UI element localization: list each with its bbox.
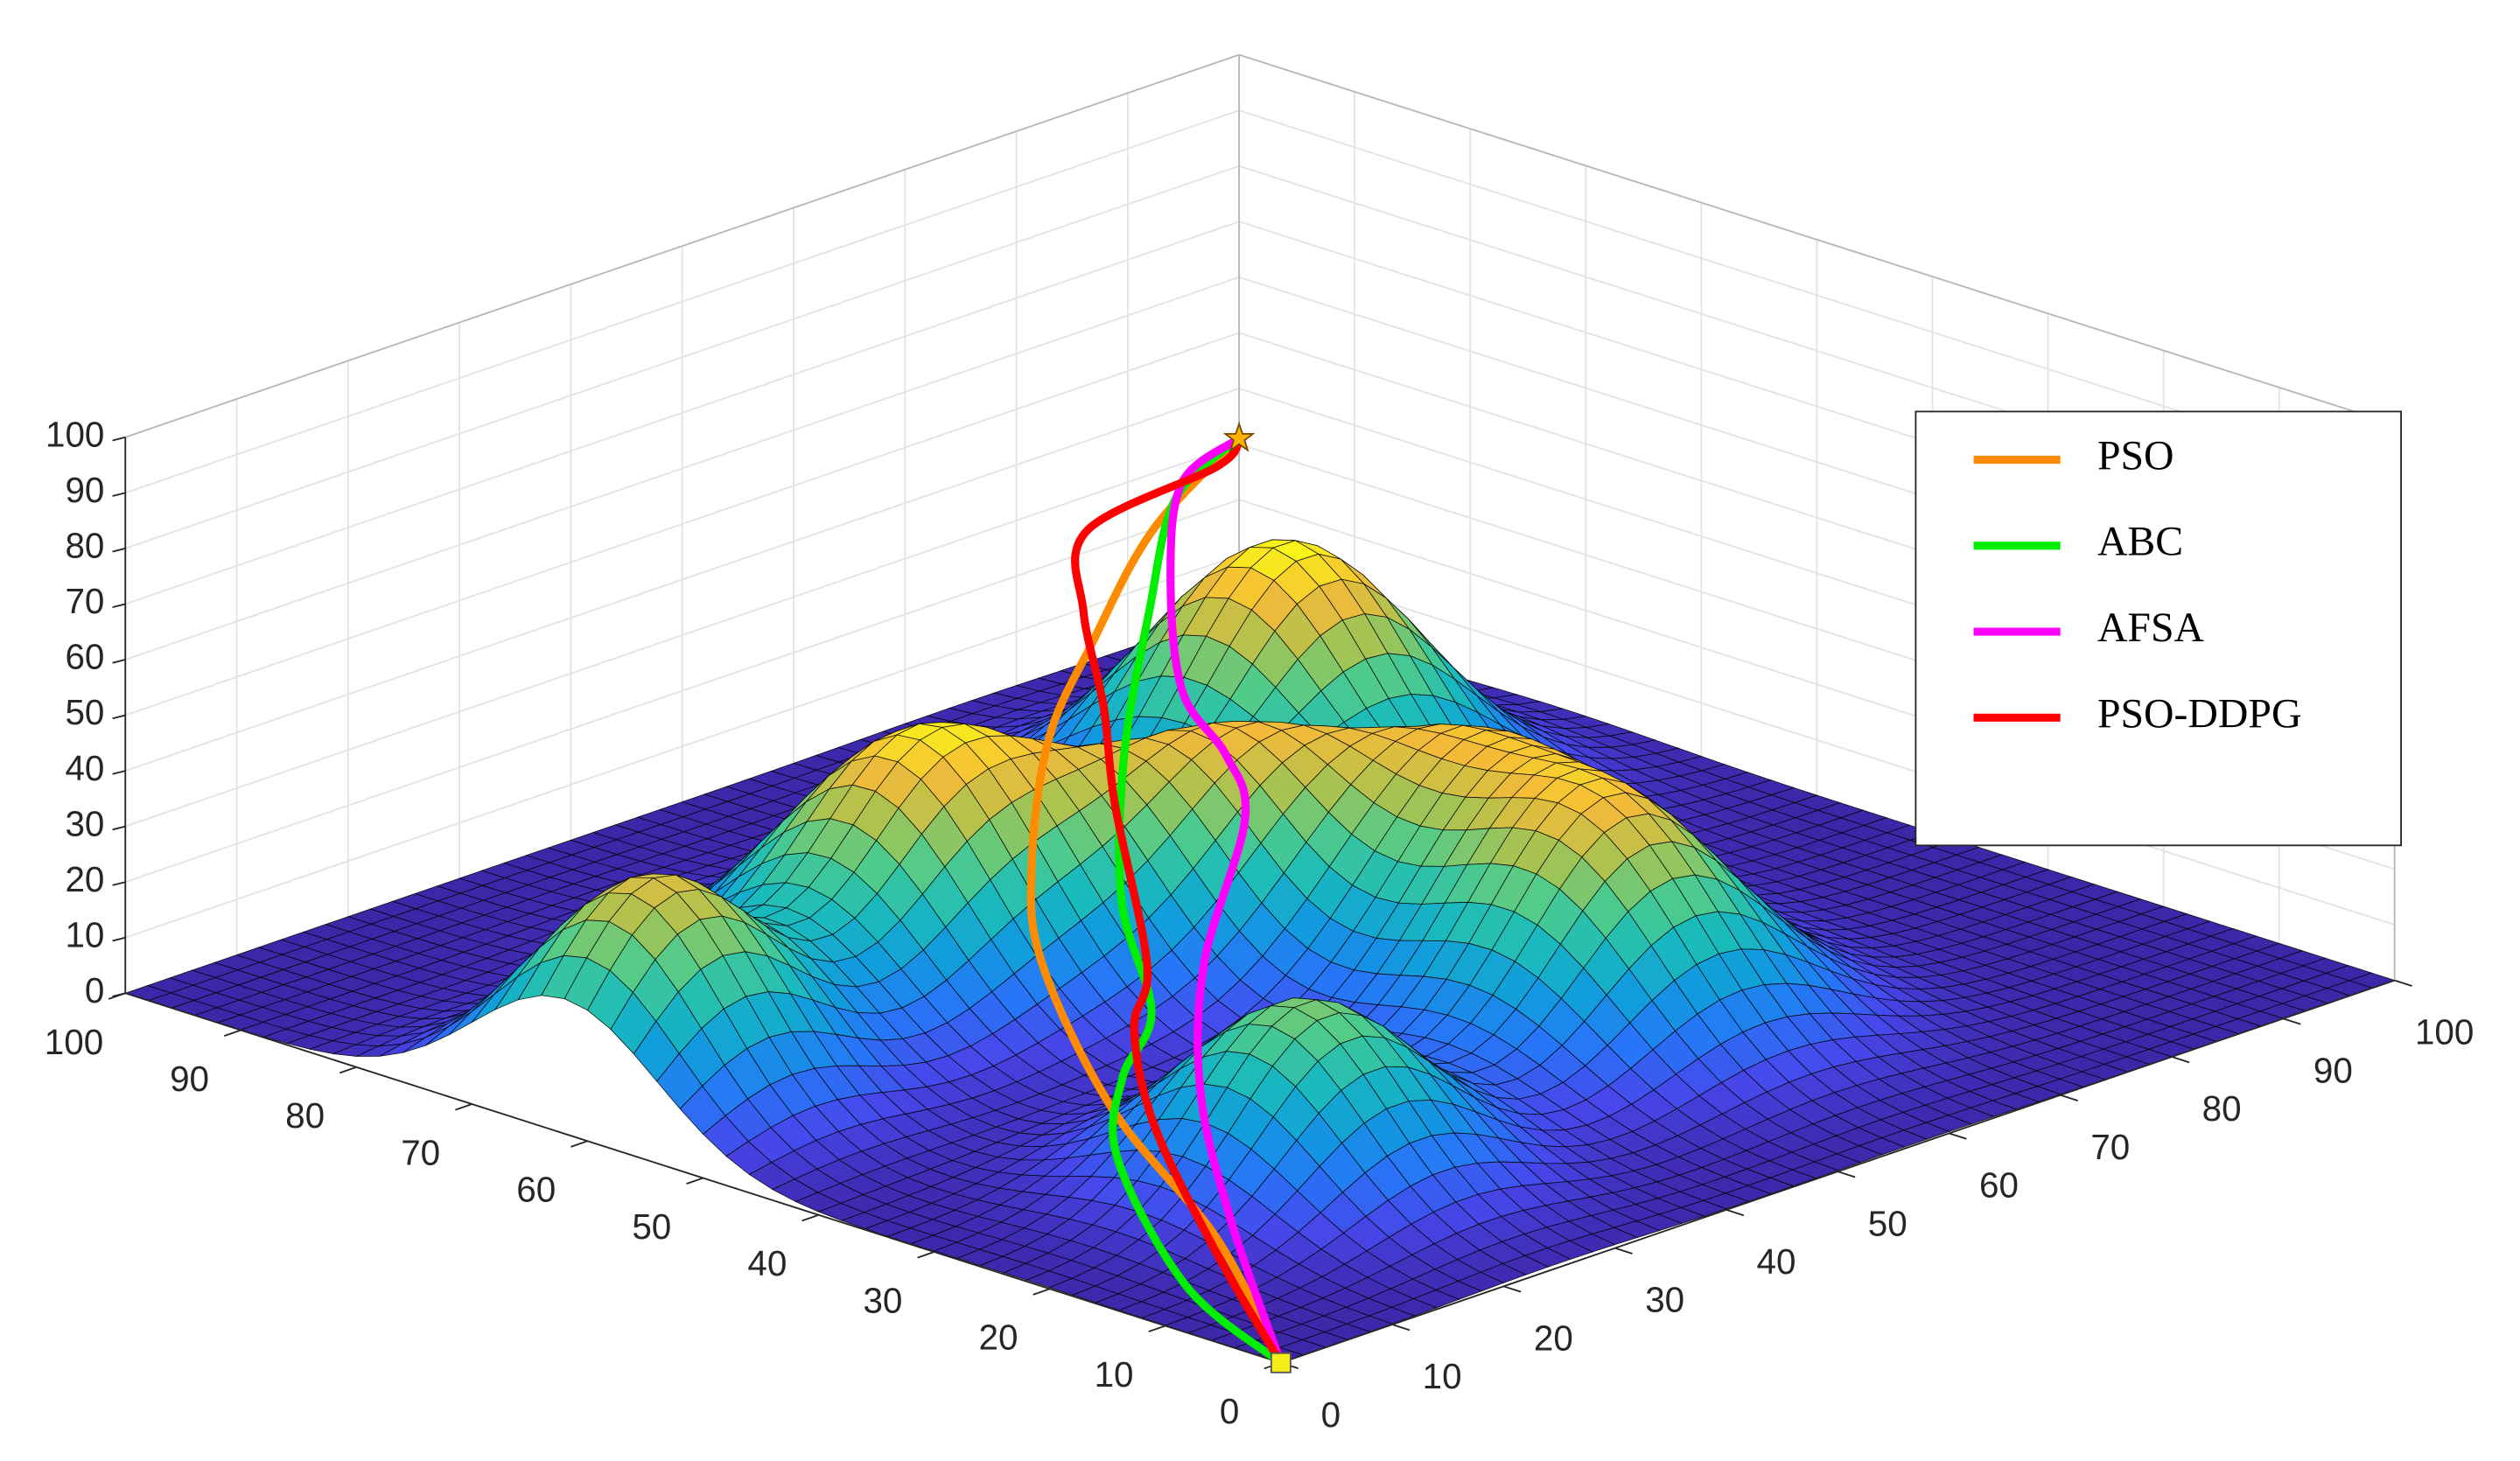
x-tick-label: 80 <box>2202 1088 2242 1129</box>
y-tick-label: 40 <box>747 1243 787 1283</box>
x-tick <box>1838 1171 1856 1178</box>
x-tick-label: 20 <box>1534 1318 1573 1358</box>
x-tick-label: 70 <box>2090 1127 2130 1167</box>
z-tick-label: 60 <box>65 637 104 677</box>
y-tick <box>339 1066 357 1074</box>
y-tick-label: 20 <box>979 1318 1018 1358</box>
x-tick <box>2060 1094 2078 1101</box>
surface <box>123 539 2397 1364</box>
x-tick <box>1949 1132 1967 1140</box>
y-tick-label: 90 <box>170 1059 209 1099</box>
x-tick-label: 0 <box>1321 1395 1340 1435</box>
y-tick <box>1032 1288 1051 1296</box>
x-tick <box>1503 1285 1522 1293</box>
y-tick <box>686 1177 704 1185</box>
x-tick-label: 50 <box>1868 1203 1908 1243</box>
x-tick-label: 100 <box>2415 1012 2474 1052</box>
legend-label: PSO-DDPG <box>2097 690 2302 737</box>
y-tick <box>1148 1325 1166 1332</box>
y-tick <box>802 1213 819 1222</box>
path-line <box>1166 434 1285 1367</box>
x-tick <box>2283 1017 2301 1025</box>
z-tick <box>112 992 126 997</box>
z-tick-label: 50 <box>65 692 104 732</box>
y-tick-label: 0 <box>1220 1391 1239 1431</box>
z-tick-label: 10 <box>65 914 104 954</box>
y-tick-label: 10 <box>1095 1354 1134 1395</box>
y-tick <box>917 1251 934 1259</box>
y-tick-label: 80 <box>285 1095 325 1136</box>
axes: 0102030405060708090100010203040506070809… <box>45 414 2474 1434</box>
legend-label: PSO <box>2097 432 2174 479</box>
z-tick <box>112 714 126 720</box>
z-tick-label: 40 <box>65 748 104 788</box>
box-edge <box>124 53 1240 438</box>
x-tick <box>2394 979 2412 987</box>
z-tick-label: 80 <box>65 526 104 566</box>
path-line <box>1071 434 1285 1367</box>
x-tick-label: 10 <box>1423 1356 1462 1396</box>
z-tick <box>112 659 126 664</box>
path-line <box>1109 434 1285 1367</box>
y-tick-label: 60 <box>516 1170 556 1210</box>
x-tick-label: 40 <box>1756 1241 1796 1282</box>
paths <box>1026 421 1292 1374</box>
y-tick-label: 100 <box>45 1022 103 1062</box>
legend-label: ABC <box>2097 519 2183 565</box>
z-tick-label: 30 <box>65 803 104 843</box>
x-tick <box>1726 1209 1745 1217</box>
z-tick <box>112 936 126 942</box>
x-tick <box>2171 1056 2190 1064</box>
y-tick-label: 70 <box>401 1132 440 1172</box>
z-tick <box>112 881 126 886</box>
x-tick-label: 90 <box>2314 1050 2353 1090</box>
y-tick-label: 30 <box>863 1280 902 1320</box>
goal-marker <box>1222 421 1256 452</box>
z-tick <box>112 603 126 609</box>
z-tick-label: 100 <box>46 414 104 454</box>
z-tick-label: 90 <box>65 470 104 510</box>
y-tick <box>570 1140 588 1148</box>
z-tick <box>112 825 126 831</box>
z-tick <box>112 770 126 775</box>
z-tick-label: 70 <box>65 581 104 621</box>
start-marker <box>1270 1352 1292 1374</box>
y-tick <box>223 1029 242 1037</box>
y-tick <box>455 1103 472 1111</box>
x-tick-label: 60 <box>1979 1165 2019 1206</box>
x-tick <box>1614 1247 1633 1255</box>
grid-line <box>124 53 2396 438</box>
z-tick <box>112 492 126 497</box>
y-tick-label: 50 <box>632 1206 671 1247</box>
z-tick-label: 20 <box>65 859 104 899</box>
legend-label: AFSA <box>2097 605 2205 651</box>
box-edge <box>1238 53 2396 425</box>
legend: PSO ABC AFSA PSO-DDPG <box>1914 410 2402 847</box>
z-tick <box>112 548 126 553</box>
z-tick <box>112 436 126 442</box>
x-tick <box>1391 1324 1410 1332</box>
z-tick-label: 0 <box>85 970 104 1010</box>
x-tick-label: 30 <box>1645 1280 1684 1320</box>
